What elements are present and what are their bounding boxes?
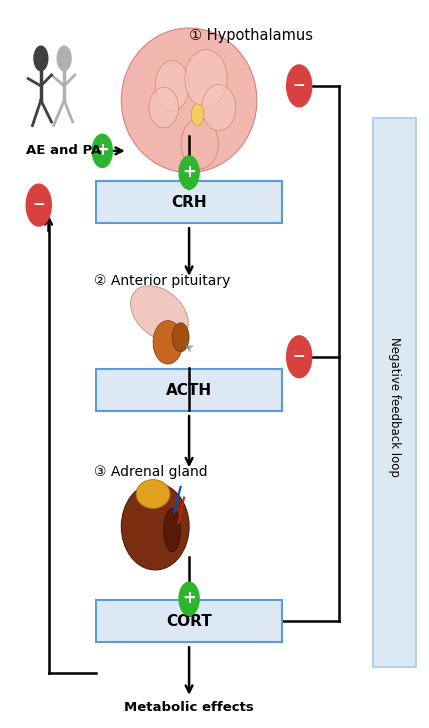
Text: +: + xyxy=(95,141,109,159)
Text: AE and PA: AE and PA xyxy=(26,144,101,157)
Ellipse shape xyxy=(121,28,257,173)
FancyBboxPatch shape xyxy=(96,181,282,223)
Text: +: + xyxy=(182,589,196,607)
Text: ① Hypothalamus: ① Hypothalamus xyxy=(189,28,313,43)
Text: ② Anterior pituitary: ② Anterior pituitary xyxy=(94,274,230,288)
Text: ACTH: ACTH xyxy=(166,382,212,397)
Text: −: − xyxy=(293,78,305,92)
Ellipse shape xyxy=(164,508,181,552)
Circle shape xyxy=(180,583,198,614)
Text: −: − xyxy=(293,349,305,363)
Circle shape xyxy=(93,135,112,167)
Ellipse shape xyxy=(153,320,183,364)
Circle shape xyxy=(287,336,311,377)
Text: −: − xyxy=(33,197,45,212)
Circle shape xyxy=(180,583,198,614)
Circle shape xyxy=(27,185,51,225)
Ellipse shape xyxy=(121,483,189,570)
Ellipse shape xyxy=(185,50,227,108)
Text: ③ Adrenal gland: ③ Adrenal gland xyxy=(94,465,208,479)
Circle shape xyxy=(287,66,311,106)
Circle shape xyxy=(27,185,51,225)
Circle shape xyxy=(180,157,198,189)
Ellipse shape xyxy=(181,119,218,169)
Ellipse shape xyxy=(149,87,178,127)
Ellipse shape xyxy=(130,285,188,341)
FancyBboxPatch shape xyxy=(96,369,282,411)
Circle shape xyxy=(180,157,198,189)
Text: Negative feedback loop: Negative feedback loop xyxy=(388,337,401,478)
Ellipse shape xyxy=(172,323,189,352)
Text: CORT: CORT xyxy=(166,614,212,629)
Ellipse shape xyxy=(155,60,189,111)
Text: Metabolic effects: Metabolic effects xyxy=(124,700,254,713)
Ellipse shape xyxy=(202,84,236,130)
Circle shape xyxy=(93,135,112,167)
Text: CRH: CRH xyxy=(171,194,207,210)
Circle shape xyxy=(287,336,311,377)
Circle shape xyxy=(287,66,311,106)
Ellipse shape xyxy=(136,480,170,508)
FancyBboxPatch shape xyxy=(96,601,282,642)
Circle shape xyxy=(57,45,72,71)
Circle shape xyxy=(191,104,204,126)
FancyBboxPatch shape xyxy=(373,119,416,668)
Circle shape xyxy=(33,45,48,71)
Text: +: + xyxy=(182,163,196,181)
